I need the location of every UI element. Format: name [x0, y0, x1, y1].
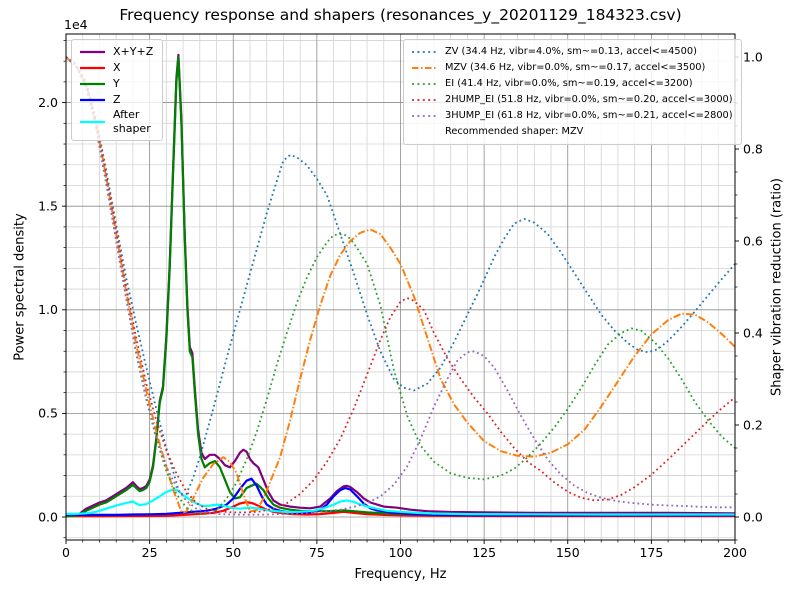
legend-item-x: X	[79, 60, 153, 76]
y-left-tick-label: 0.5	[38, 406, 58, 421]
legend-sample-x	[80, 66, 105, 70]
x-tick-label: 100	[389, 545, 413, 560]
y-axis-offset-label: 1e4	[64, 17, 88, 32]
legend-sample-y	[80, 82, 105, 86]
x-tick-label: 25	[142, 545, 158, 560]
legend-sample-ei	[412, 83, 437, 85]
y-axis-left-label: Power spectral density	[12, 213, 28, 361]
legend-item-zv: ZV (34.4 Hz, vibr=4.0%, sm~=0.13, accel<…	[411, 44, 733, 60]
y-right-tick-label: 0.0	[743, 509, 763, 524]
legend-item-ei: EI (41.4 Hz, vibr=0.0%, sm~=0.19, accel<…	[411, 76, 733, 92]
y-left-tick-label: 2.0	[38, 95, 58, 110]
series-ei	[65, 56, 736, 516]
axes-frame	[62, 33, 739, 544]
legend-shapers: ZV (34.4 Hz, vibr=4.0%, sm~=0.13, accel<…	[403, 39, 742, 145]
legend-item-z: Z	[79, 92, 153, 108]
y-axis-right-label: Shaper vibration reduction (ratio)	[769, 178, 785, 396]
legend-item-label: 2HUMP_EI (51.8 Hz, vibr=0.0%, sm~=0.20, …	[445, 93, 733, 105]
y-left-tick-label: 0.0	[38, 509, 58, 524]
series-after-shaper	[66, 488, 735, 516]
y-right-tick-label: 0.2	[743, 417, 763, 432]
legend-sample-after-shaper	[80, 120, 105, 123]
legend-sample-2hump-ei	[412, 99, 437, 101]
series-zv	[65, 56, 736, 495]
x-axis-label: Frequency, Hz	[354, 567, 447, 582]
chart-title: Frequency response and shapers (resonanc…	[119, 6, 682, 24]
legend-item-2hump-ei: 2HUMP_EI (51.8 Hz, vibr=0.0%, sm~=0.20, …	[411, 92, 733, 108]
legend-item-after-shaper: After shaper	[79, 108, 153, 136]
x-tick-label: 200	[723, 545, 747, 560]
legend-item-label: EI (41.4 Hz, vibr=0.0%, sm~=0.19, accel<…	[445, 77, 693, 89]
recommended-shaper-note: Recommended shaper: MZV	[445, 125, 584, 137]
legend-sample-xyz	[80, 50, 105, 54]
legend-note-row: Recommended shaper: MZV	[411, 124, 733, 140]
series-y	[66, 55, 735, 518]
legend-item-label: Y	[113, 77, 120, 91]
legend-sample-3hump-ei	[412, 115, 437, 117]
series-lines	[65, 53, 736, 518]
legend-psd: X+Y+Z X Y Z After shaper	[71, 39, 164, 141]
y-left-tick-label: 1.0	[38, 302, 58, 317]
x-tick-label: 0	[62, 545, 70, 560]
y-right-tick-label: 0.4	[743, 325, 763, 340]
y-right-tick-label: 1.0	[743, 49, 763, 64]
legend-item-label: After shaper	[113, 108, 151, 135]
legend-item-label: MZV (34.6 Hz, vibr=0.0%, sm~=0.17, accel…	[445, 61, 706, 73]
legend-sample-mzv	[412, 67, 437, 69]
y-right-tick-label: 0.8	[743, 141, 763, 156]
x-tick-label: 50	[225, 545, 241, 560]
x-tick-label: 75	[309, 545, 325, 560]
y-right-tick-label: 0.6	[743, 233, 763, 248]
legend-sample-z	[80, 98, 105, 102]
legend-item-label: X	[113, 61, 121, 75]
legend-item-3hump-ei: 3HUMP_EI (61.8 Hz, vibr=0.0%, sm~=0.21, …	[411, 108, 733, 124]
x-tick-label: 125	[472, 545, 496, 560]
x-tick-label: 175	[639, 545, 663, 560]
legend-item-mzv: MZV (34.6 Hz, vibr=0.0%, sm~=0.17, accel…	[411, 60, 733, 76]
x-tick-label: 150	[556, 545, 580, 560]
legend-item-label: ZV (34.4 Hz, vibr=4.0%, sm~=0.13, accel<…	[445, 45, 697, 57]
tick-labels: 0 25 50 75 100 125 150 175 200 0.0 0.5 1.0 1.5 2.0 0.0…	[38, 49, 763, 560]
legend-sample-zv	[412, 51, 437, 53]
legend-item-label: 3HUMP_EI (61.8 Hz, vibr=0.0%, sm~=0.21, …	[445, 109, 733, 121]
legend-item-y: Y	[79, 76, 153, 92]
legend-item-label: X+Y+Z	[113, 45, 154, 59]
y-left-tick-label: 1.5	[38, 198, 58, 213]
legend-item-xyz: X+Y+Z	[79, 44, 153, 60]
legend-item-label: Z	[113, 93, 121, 107]
